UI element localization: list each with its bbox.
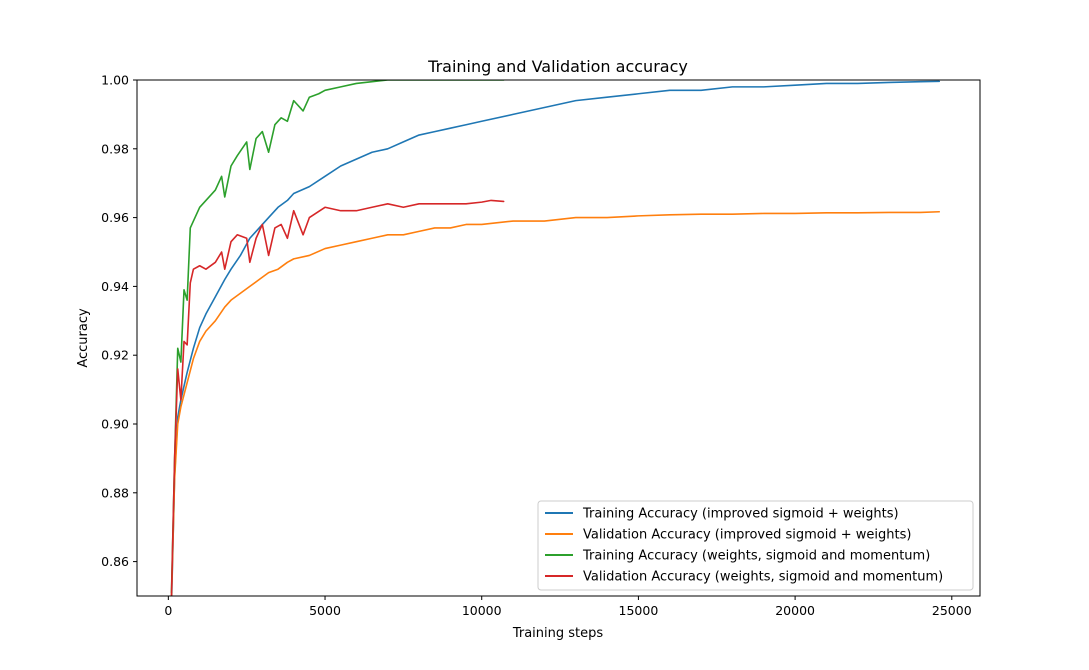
legend-box	[537, 500, 974, 591]
series-line-4	[170, 199, 505, 596]
x-tick-label: 5000	[309, 603, 341, 618]
chart-title: Training and Validation accuracy	[427, 57, 688, 76]
x-tick-label: 25000	[932, 603, 972, 618]
y-axis-label: Accuracy	[76, 308, 91, 368]
y-tick-label: 0.90	[101, 417, 129, 432]
x-tick-label: 15000	[619, 603, 659, 618]
y-tick-label: 0.86	[101, 554, 129, 569]
y-tick-label: 0.96	[101, 210, 129, 225]
y-tick-label: 0.92	[101, 348, 129, 363]
x-tick-label: 10000	[462, 603, 502, 618]
legend-label-3: Training Accuracy (weights, sigmoid and …	[582, 549, 930, 564]
legend-label-4: Validation Accuracy (weights, sigmoid an…	[583, 570, 943, 585]
series-lines	[170, 80, 941, 596]
x-tick-label: 20000	[775, 603, 815, 618]
x-tick-label: 0	[164, 603, 172, 618]
y-tick-label: 0.88	[101, 485, 129, 500]
y-axis: 0.86 0.88 0.90 0.92 0.94 0.96 0.98 1.00	[101, 73, 137, 569]
plot-area	[136, 79, 981, 597]
series-line-2	[170, 210, 941, 596]
legend-label-2: Validation Accuracy (improved sigmoid + …	[583, 528, 911, 543]
legend: Training Accuracy (improved sigmoid + we…	[537, 500, 974, 591]
series-line-1	[170, 80, 941, 596]
y-tick-label: 0.94	[101, 279, 129, 294]
legend-label-1: Training Accuracy (improved sigmoid + we…	[582, 507, 899, 522]
x-axis: 0 5000 10000 15000 20000 25000	[164, 596, 972, 618]
y-tick-label: 0.98	[101, 141, 129, 156]
x-axis-label: Training steps	[512, 626, 604, 641]
series-line-3	[170, 80, 505, 594]
plot-frame	[136, 79, 981, 597]
y-tick-label: 1.00	[101, 73, 129, 88]
